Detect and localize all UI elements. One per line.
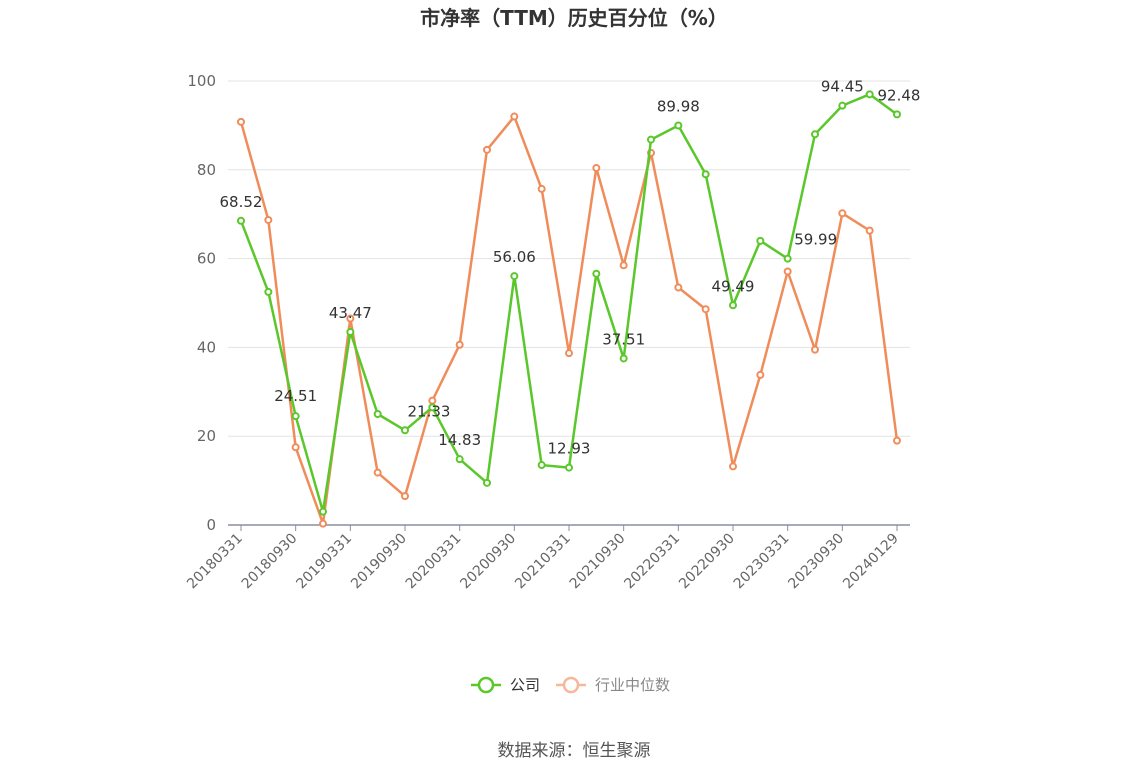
point-company bbox=[674, 121, 683, 130]
point-company bbox=[537, 461, 546, 470]
data-label: 43.47 bbox=[329, 304, 372, 322]
x-tick-label: 20230331 bbox=[731, 531, 793, 593]
data-label: 56.06 bbox=[493, 248, 536, 266]
grid-lines bbox=[228, 80, 910, 437]
legend-company-text: 公司 bbox=[510, 676, 540, 694]
point-industry bbox=[838, 209, 847, 218]
legend-industry-marker bbox=[562, 676, 580, 694]
x-tick-label: 20180331 bbox=[184, 531, 246, 593]
chart-title: 市净率（TTM）历史百分位（%） bbox=[420, 6, 728, 30]
point-industry bbox=[291, 443, 300, 452]
point-company bbox=[373, 410, 382, 418]
point-company bbox=[291, 412, 300, 421]
point-industry bbox=[373, 468, 382, 477]
point-industry bbox=[619, 261, 628, 270]
point-company bbox=[428, 403, 437, 412]
point-industry bbox=[346, 314, 355, 323]
point-industry bbox=[483, 145, 491, 154]
point-industry bbox=[565, 349, 573, 358]
data-label: 24.51 bbox=[274, 387, 317, 405]
data-label: 92.48 bbox=[878, 86, 921, 104]
series-lines bbox=[237, 90, 901, 528]
point-industry bbox=[756, 370, 765, 379]
x-tick-label: 20220331 bbox=[621, 531, 683, 593]
x-tick-label: 20190930 bbox=[348, 531, 410, 593]
axes: 0 20 40 60 80 100 2018033120180930201903312019… bbox=[184, 72, 910, 592]
point-industry bbox=[592, 164, 601, 173]
point-company bbox=[838, 101, 847, 110]
data-label: 21.33 bbox=[408, 402, 451, 420]
source-note: 数据来源：恒生聚源 bbox=[497, 741, 651, 761]
y-tick-label: 100 bbox=[187, 72, 216, 90]
point-industry bbox=[537, 184, 546, 193]
data-label: 94.45 bbox=[821, 78, 864, 96]
data-label: 37.51 bbox=[602, 330, 645, 348]
point-industry bbox=[729, 462, 737, 471]
x-tick-label: 20200331 bbox=[403, 531, 465, 593]
point-industry bbox=[811, 345, 819, 354]
point-company bbox=[237, 216, 245, 225]
point-industry bbox=[319, 519, 327, 528]
data-label: 68.52 bbox=[220, 193, 263, 211]
point-industry bbox=[783, 267, 792, 276]
y-tick-label: 40 bbox=[197, 338, 216, 356]
point-company bbox=[319, 507, 327, 516]
point-company bbox=[729, 301, 737, 310]
point-industry bbox=[510, 112, 519, 121]
point-company bbox=[701, 170, 710, 179]
x-tick-label: 20210930 bbox=[567, 531, 629, 593]
point-company bbox=[483, 478, 491, 487]
x-tick-label: 20210331 bbox=[512, 531, 574, 593]
legend-industry-text: 行业中位数 bbox=[595, 676, 670, 694]
point-company bbox=[565, 463, 573, 472]
point-company bbox=[893, 110, 901, 119]
legend: 公司 行业中位数 bbox=[471, 676, 670, 694]
point-company bbox=[865, 90, 874, 99]
point-industry bbox=[674, 283, 683, 292]
point-company bbox=[592, 269, 601, 278]
data-label: 14.83 bbox=[438, 431, 481, 449]
point-industry bbox=[455, 340, 464, 349]
point-industry bbox=[401, 492, 409, 501]
point-company bbox=[346, 327, 355, 336]
point-industry bbox=[701, 305, 710, 314]
data-labels: 68.52 24.51 43.47 21.33 14.83 56.06 12.93 37.51… bbox=[220, 78, 921, 458]
point-industry bbox=[865, 226, 874, 235]
point-company bbox=[756, 236, 765, 245]
y-tick-label: 80 bbox=[197, 161, 216, 179]
x-tick-label: 20200930 bbox=[457, 531, 519, 593]
data-label: 59.99 bbox=[794, 231, 837, 249]
point-company bbox=[264, 287, 273, 296]
point-company bbox=[401, 426, 409, 435]
x-tick-label: 20240129 bbox=[840, 531, 902, 593]
data-label: 89.98 bbox=[657, 97, 700, 115]
point-company bbox=[647, 135, 655, 144]
point-company bbox=[510, 272, 519, 281]
point-company bbox=[783, 254, 792, 263]
y-tick-label: 0 bbox=[206, 516, 216, 534]
point-industry bbox=[893, 436, 901, 445]
y-tick-label: 20 bbox=[197, 427, 216, 445]
point-company bbox=[619, 354, 628, 363]
point-company bbox=[455, 455, 464, 464]
legend-company-marker bbox=[477, 676, 495, 694]
point-company bbox=[811, 130, 819, 139]
point-industry bbox=[237, 117, 245, 126]
y-tick-label: 60 bbox=[197, 250, 216, 268]
data-label: 49.49 bbox=[712, 277, 755, 295]
x-tick-label: 20180930 bbox=[239, 531, 301, 593]
x-tick-label: 20220930 bbox=[676, 531, 738, 593]
x-tick-label: 20190331 bbox=[293, 531, 355, 593]
x-tick-label: 20230930 bbox=[785, 531, 847, 593]
data-label: 12.93 bbox=[548, 440, 591, 458]
point-industry bbox=[264, 215, 273, 224]
